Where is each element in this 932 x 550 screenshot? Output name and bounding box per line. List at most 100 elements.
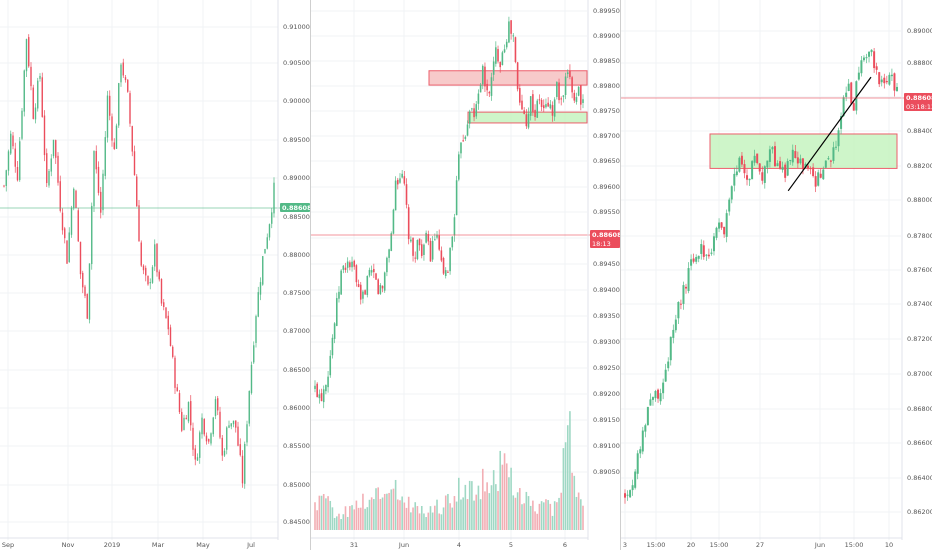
candle bbox=[674, 314, 677, 333]
candle-body bbox=[436, 234, 438, 238]
candle bbox=[390, 231, 393, 252]
volume-bar bbox=[527, 496, 530, 530]
volume-bar bbox=[538, 503, 541, 530]
candle-body bbox=[327, 376, 329, 388]
candle bbox=[503, 44, 506, 54]
candle-body bbox=[447, 271, 449, 273]
volume-bar bbox=[327, 496, 329, 530]
candle bbox=[519, 84, 521, 106]
candle-body bbox=[120, 64, 122, 83]
x-tick-label: 5 bbox=[509, 541, 513, 549]
x-tick-label: 10 bbox=[885, 541, 893, 549]
x-tick-label: Sep bbox=[2, 541, 14, 549]
left-daily-chart[interactable]: 0.91000 0.90500 0.90000 0.89500 0.89000 0.885… bbox=[0, 0, 310, 550]
y-tick-label: 0.86500 bbox=[283, 366, 310, 374]
candle-body bbox=[516, 62, 519, 90]
candle-body bbox=[807, 165, 810, 169]
volume-bar bbox=[471, 481, 473, 530]
candle-body bbox=[325, 384, 327, 392]
candle-body bbox=[156, 243, 158, 273]
volume-bar bbox=[501, 464, 504, 530]
candle bbox=[553, 97, 556, 121]
middle-hourly-chart[interactable]: 0.89950 0.89900 0.89850 0.89800 0.89750 0.897… bbox=[311, 0, 620, 550]
volume-bar bbox=[458, 477, 460, 530]
candle bbox=[133, 145, 136, 176]
candle-body bbox=[237, 426, 239, 446]
candle bbox=[201, 413, 203, 439]
candle-body bbox=[842, 97, 845, 117]
candle bbox=[438, 229, 440, 252]
candle bbox=[829, 159, 832, 168]
pane-divider-1[interactable] bbox=[310, 0, 311, 550]
y-tick-label: 0.89950 bbox=[593, 7, 620, 15]
right-4h-chart[interactable]: 0.890000.888000.886000.884000.882000.880… bbox=[621, 0, 932, 550]
candle bbox=[48, 168, 50, 188]
y-tick-label: 0.88000 bbox=[907, 196, 932, 204]
candle bbox=[192, 422, 194, 457]
candle-body bbox=[773, 146, 776, 167]
candle bbox=[418, 238, 421, 251]
candle-body bbox=[481, 65, 484, 85]
candle-body bbox=[181, 411, 183, 431]
candle bbox=[158, 269, 160, 282]
candle-body bbox=[462, 140, 464, 142]
candle bbox=[264, 248, 266, 254]
volume-bar bbox=[556, 502, 558, 530]
volume-bar bbox=[383, 493, 386, 530]
candle-body bbox=[796, 157, 799, 164]
candle bbox=[664, 363, 667, 382]
volume-bar bbox=[405, 507, 408, 530]
volume-bar bbox=[396, 499, 399, 530]
candle bbox=[819, 168, 822, 179]
candle-body bbox=[582, 99, 584, 103]
candle-body bbox=[758, 163, 761, 172]
candle bbox=[375, 272, 377, 280]
candle-body bbox=[523, 110, 525, 114]
candle-body bbox=[212, 417, 214, 435]
candle bbox=[773, 141, 776, 167]
candle-body bbox=[560, 98, 563, 100]
candle-body bbox=[142, 265, 145, 271]
candle bbox=[255, 314, 257, 348]
candle-body bbox=[420, 244, 423, 256]
candle-body bbox=[95, 151, 97, 170]
candle bbox=[880, 75, 883, 87]
candle bbox=[217, 395, 219, 416]
candle bbox=[662, 378, 665, 400]
candle-body bbox=[873, 51, 876, 69]
candle bbox=[753, 149, 756, 166]
candle-body bbox=[855, 81, 858, 111]
candle bbox=[266, 233, 268, 250]
candle bbox=[577, 86, 580, 97]
candle bbox=[484, 62, 486, 92]
candle bbox=[253, 341, 255, 364]
x-tick-label: May bbox=[196, 541, 210, 549]
candle bbox=[763, 165, 766, 189]
candle bbox=[346, 257, 349, 273]
x-tick-label: 31 bbox=[350, 541, 358, 549]
candle bbox=[59, 175, 61, 213]
candle bbox=[39, 73, 41, 82]
candle bbox=[82, 270, 84, 294]
candle-body bbox=[761, 172, 764, 181]
candle-body bbox=[814, 176, 817, 187]
candle-body bbox=[353, 260, 356, 267]
candle-body bbox=[86, 293, 88, 319]
candle bbox=[230, 423, 232, 430]
candle bbox=[41, 72, 43, 118]
candle-body bbox=[416, 240, 419, 260]
candle bbox=[244, 441, 246, 489]
candle bbox=[761, 166, 764, 185]
candle-body bbox=[106, 95, 109, 138]
candle-body bbox=[837, 130, 840, 147]
x-tick-label: 3 bbox=[623, 541, 627, 549]
volume-bar bbox=[362, 493, 364, 530]
volume-bar bbox=[479, 499, 482, 530]
y-tick-label: 0.84500 bbox=[283, 518, 310, 526]
candle bbox=[320, 388, 323, 402]
pane-divider-2[interactable] bbox=[620, 0, 621, 550]
y-tick-label: 0.87000 bbox=[283, 327, 310, 335]
candle-body bbox=[819, 173, 822, 178]
volume-bar bbox=[418, 513, 421, 530]
x-tick-label: Mar bbox=[152, 541, 165, 549]
